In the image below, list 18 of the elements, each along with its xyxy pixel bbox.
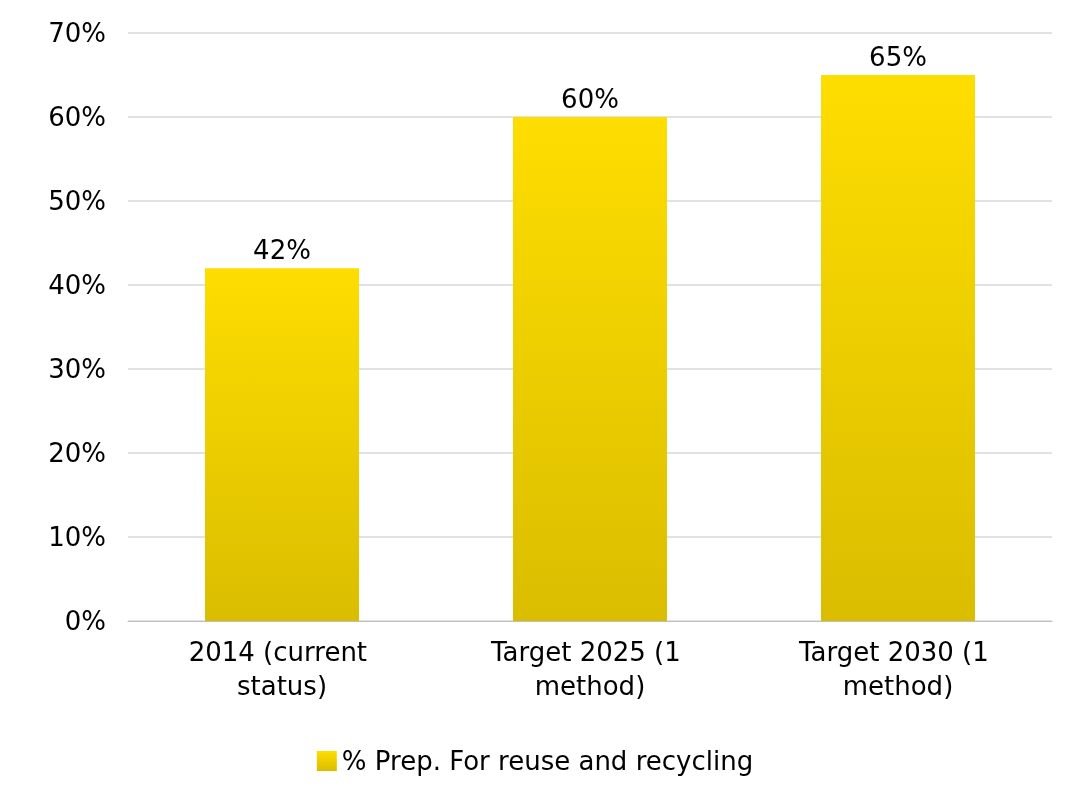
- y-tick-label: 40%: [48, 270, 106, 300]
- x-tick-label: Target 2030 (1 method): [797, 637, 998, 701]
- y-tick-label: 60%: [48, 102, 106, 132]
- y-tick-label: 10%: [48, 522, 106, 552]
- data-label: 42%: [253, 235, 311, 266]
- x-tick-label: Target 2025 (1 method): [489, 637, 690, 701]
- data-label: 65%: [869, 42, 927, 72]
- y-tick-label: 70%: [48, 18, 106, 48]
- y-tick-label: 0%: [64, 606, 106, 636]
- legend-label: % Prep. For reuse and recycling: [341, 746, 754, 776]
- y-tick-label: 30%: [48, 354, 106, 384]
- data-label: 60%: [561, 84, 619, 114]
- bar: [821, 75, 975, 621]
- y-tick-label: 50%: [48, 186, 106, 216]
- y-tick-label: 20%: [48, 438, 106, 468]
- x-tick-label: 2014 (current status): [188, 637, 376, 701]
- bar: [205, 268, 359, 621]
- bar: [513, 117, 667, 621]
